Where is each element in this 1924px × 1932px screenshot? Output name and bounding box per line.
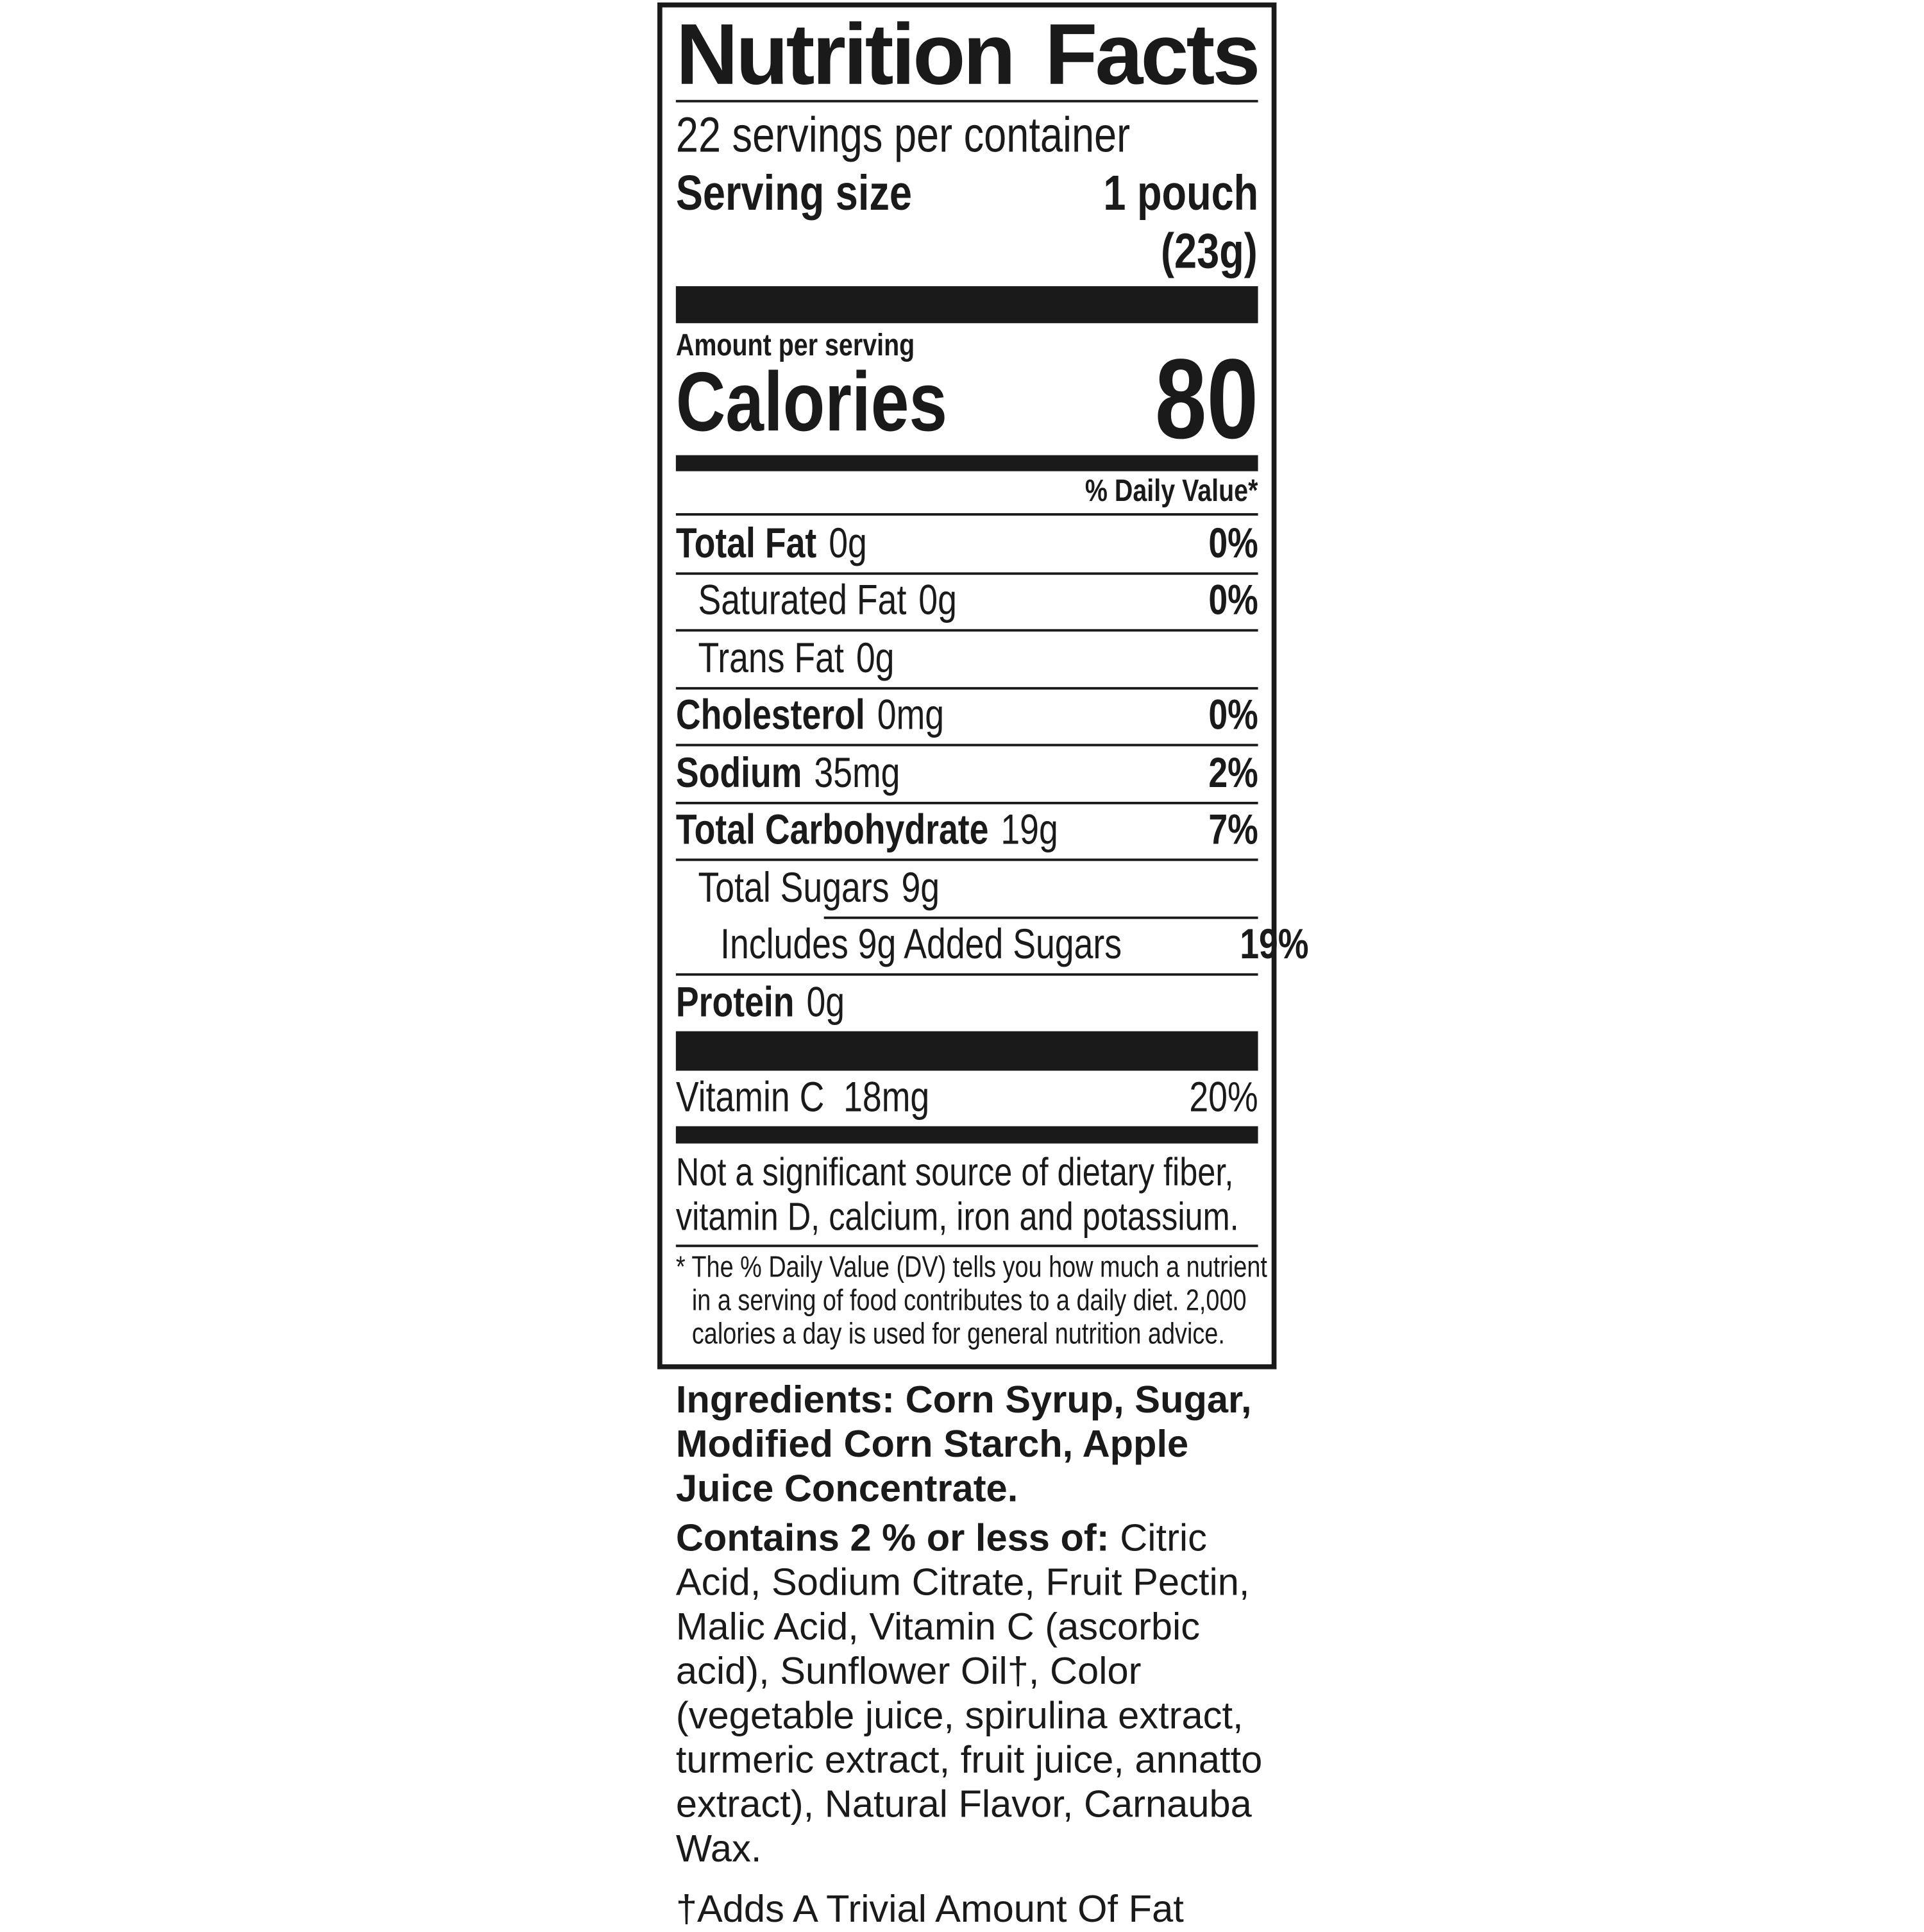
footnote-line: calories a day is used for general nutri…	[691, 1317, 1225, 1351]
contains-label: Contains 2 % or less of:	[675, 1516, 1110, 1559]
nutrient-name: Total Carbohydrate	[675, 806, 989, 854]
amount-per-serving: Amount per serving	[676, 328, 1258, 364]
title-text: Nutrition Facts	[675, 6, 1261, 103]
daily-value-footnote: * The % Daily Value (DV) tells you how m…	[676, 1251, 1267, 1351]
nutrient-name: Cholesterol	[675, 691, 865, 739]
footnote-line: * The % Daily Value (DV) tells you how m…	[675, 1251, 1267, 1284]
panel-title: Nutrition Facts	[675, 6, 1261, 103]
nutrient-name: Trans Fat	[698, 634, 844, 682]
nutrient-name: Includes 9g Added Sugars	[720, 921, 1122, 969]
ingredients-main: Ingredients: Corn Syrup, Sugar, Modified…	[675, 1378, 1252, 1510]
nutrient-amount: 0g	[856, 634, 895, 682]
nutrient-amount: 0g	[918, 577, 957, 625]
nutrient-dv: 0%	[1208, 691, 1258, 739]
nutrient-amount: 35mg	[814, 749, 900, 797]
nutrition-facts-panel	[657, 2, 1277, 1369]
serving-size-weight-row: (23g)	[676, 225, 1258, 280]
divider	[675, 743, 1258, 747]
medium-bar	[675, 455, 1258, 471]
vitamin-amount: 18mg	[843, 1074, 930, 1121]
nutrient-dv: 2%	[1208, 749, 1258, 797]
nutrient-row: Protein 0g	[676, 974, 1258, 1031]
nutrient-name: Sodium	[675, 749, 802, 797]
serving-size-row: Serving size 1 pouch	[676, 167, 1258, 223]
nutrient-row: Total Fat 0g 0%	[676, 516, 1258, 572]
serving-size-label: Serving size	[675, 166, 912, 221]
serving-size-value: 1 pouch	[1102, 166, 1258, 221]
vitamin-dv: 20%	[1189, 1074, 1258, 1121]
nutrient-dv: 19%	[1240, 921, 1309, 969]
servings-text: 22 servings per container	[675, 108, 1131, 163]
nutrient-name: Total Fat	[675, 520, 817, 567]
nutrient-row: Trans Fat 0g	[676, 631, 1258, 687]
dagger-note: †Adds A Trivial Amount Of Fat	[675, 1887, 1184, 1931]
divider	[675, 572, 1258, 575]
divider	[675, 99, 1258, 103]
note-line: vitamin D, calcium, iron and potassium.	[675, 1194, 1239, 1239]
nutrient-amount: 0g	[806, 978, 845, 1026]
servings-per-container: 22 servings per container	[676, 108, 1258, 164]
nutrient-name: Total Sugars	[698, 864, 890, 911]
divider	[675, 513, 1258, 516]
calories-value: 80	[1154, 337, 1258, 463]
daily-value-header-text: % Daily Value*	[1085, 473, 1258, 509]
nutrient-amount: 9g	[901, 864, 940, 911]
divider	[675, 686, 1258, 690]
thick-bar	[675, 286, 1258, 323]
nutrient-row: Saturated Fat 0g 0%	[676, 573, 1258, 629]
nutrient-row: Sodium 35mg 2%	[676, 745, 1258, 802]
divider	[675, 801, 1258, 804]
vitamin-name: Vitamin C	[675, 1074, 825, 1121]
nutrient-amount: 0g	[829, 520, 867, 567]
nutrient-row: Includes 9g Added Sugars 19%	[676, 917, 1308, 974]
thick-bar	[675, 1031, 1258, 1071]
nutrient-name: Protein	[675, 978, 795, 1026]
divider	[675, 858, 1258, 861]
amount-per-serving-text: Amount per serving	[675, 328, 915, 363]
nutrient-amount: 19g	[1000, 806, 1058, 854]
medium-bar	[675, 1126, 1258, 1144]
calories-row: Calories 80	[675, 337, 1258, 463]
nutrient-dv: 0%	[1208, 577, 1258, 625]
divider	[675, 1244, 1258, 1248]
nutrient-row: Total Carbohydrate 19g 7%	[676, 802, 1258, 859]
not-significant-note: Not a significant source of dietary fibe…	[676, 1149, 1258, 1238]
serving-size-weight: (23g)	[1161, 225, 1258, 279]
divider	[675, 629, 1258, 632]
nutrient-dv: 0%	[1208, 520, 1258, 567]
ingredients-contains: Contains 2 % or less of: Citric Acid, So…	[676, 1516, 1270, 1871]
divider	[675, 973, 1258, 976]
footnote-line: in a serving of food contributes to a da…	[691, 1284, 1247, 1318]
daily-value-header: % Daily Value*	[676, 473, 1258, 509]
nutrient-row: Total Sugars 9g	[676, 860, 1258, 916]
calories-label: Calories	[675, 355, 948, 450]
nutrient-row: Cholesterol 0mg 0%	[676, 688, 1258, 744]
divider	[823, 915, 1258, 919]
note-line: Not a significant source of dietary fibe…	[675, 1149, 1234, 1194]
nutrient-name: Saturated Fat	[698, 577, 907, 625]
nutrient-amount: 0mg	[877, 691, 945, 739]
vitamin-row: Vitamin C 18mg 20%	[676, 1071, 1258, 1125]
contains-text: Citric Acid, Sodium Citrate, Fruit Pecti…	[675, 1516, 1263, 1870]
nutrient-dv: 7%	[1208, 806, 1258, 854]
